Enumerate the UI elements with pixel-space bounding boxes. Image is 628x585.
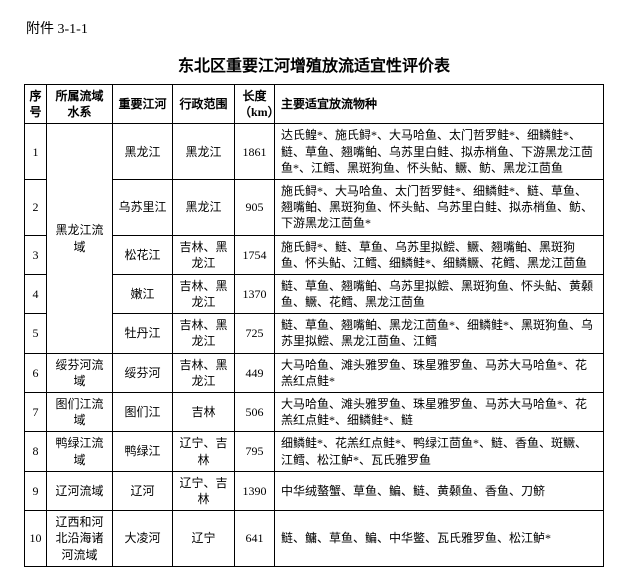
cell-admin: 吉林、黑龙江: [173, 235, 235, 274]
cell-basin: 辽西和河北沿海诸河流域: [47, 511, 113, 567]
cell-river: 绥芬河: [113, 353, 173, 392]
cell-length: 641: [235, 511, 275, 567]
cell-species: 鲢、草鱼、翘嘴鲌、乌苏里拟鲿、黑斑狗鱼、怀头鲇、黄颡鱼、鳜、花鳕、黑龙江茴鱼: [275, 274, 604, 313]
cell-species: 达氏鳇*、施氏鲟*、大马哈鱼、太门哲罗鲑*、细鳞鲑*、鲢、草鱼、翘嘴鲌、乌苏里白…: [275, 124, 604, 180]
cell-length: 449: [235, 353, 275, 392]
cell-length: 795: [235, 432, 275, 471]
cell-species: 大马哈鱼、滩头雅罗鱼、珠星雅罗鱼、马苏大马哈鱼*、花羔红点鲑*: [275, 353, 604, 392]
cell-species: 中华绒螯蟹、草鱼、鳊、鲢、黄颡鱼、香鱼、刀鲚: [275, 471, 604, 510]
cell-seq: 8: [25, 432, 47, 471]
cell-admin: 辽宁、吉林: [173, 471, 235, 510]
cell-river: 松花江: [113, 235, 173, 274]
cell-species: 鲢、草鱼、翘嘴鲌、黑龙江茴鱼*、细鳞鲑*、黑斑狗鱼、乌苏里拟鲿、黑龙江茴鱼、江鳕: [275, 314, 604, 353]
cell-river: 辽河: [113, 471, 173, 510]
col-len: 长度（km）: [235, 85, 275, 124]
cell-admin: 吉林、黑龙江: [173, 274, 235, 313]
cell-seq: 7: [25, 393, 47, 432]
col-river: 重要江河: [113, 85, 173, 124]
table-row: 1 黑龙江流域 黑龙江 黑龙江 1861 达氏鳇*、施氏鲟*、大马哈鱼、太门哲罗…: [25, 124, 604, 180]
cell-seq: 4: [25, 274, 47, 313]
cell-seq: 10: [25, 511, 47, 567]
cell-species: 施氏鲟*、鲢、草鱼、乌苏里拟鲿、鳜、翘嘴鲌、黑斑狗鱼、怀头鲇、江鳕、细鳞鲑*、细…: [275, 235, 604, 274]
cell-admin: 吉林、黑龙江: [173, 314, 235, 353]
cell-seq: 9: [25, 471, 47, 510]
col-spec: 主要适宜放流物种: [275, 85, 604, 124]
cell-admin: 吉林: [173, 393, 235, 432]
table-row: 7 图们江流域 图们江 吉林 506 大马哈鱼、滩头雅罗鱼、珠星雅罗鱼、马苏大马…: [25, 393, 604, 432]
cell-river: 鸭绿江: [113, 432, 173, 471]
page-title: 东北区重要江河增殖放流适宜性评价表: [24, 52, 604, 76]
cell-length: 1370: [235, 274, 275, 313]
cell-river: 乌苏里江: [113, 179, 173, 235]
col-admin: 行政范围: [173, 85, 235, 124]
cell-species: 施氏鲟*、大马哈鱼、太门哲罗鲑*、细鳞鲑*、鲢、草鱼、翘嘴鲌、黑斑狗鱼、怀头鲇、…: [275, 179, 604, 235]
cell-seq: 2: [25, 179, 47, 235]
cell-seq: 1: [25, 124, 47, 180]
cell-basin: 辽河流域: [47, 471, 113, 510]
cell-seq: 6: [25, 353, 47, 392]
cell-basin: 鸭绿江流域: [47, 432, 113, 471]
cell-species: 鲢、鳙、草鱼、鳊、中华鳖、瓦氏雅罗鱼、松江鲈*: [275, 511, 604, 567]
cell-river: 大凌河: [113, 511, 173, 567]
cell-river: 图们江: [113, 393, 173, 432]
cell-admin: 吉林、黑龙江: [173, 353, 235, 392]
cell-basin: 黑龙江流域: [47, 124, 113, 353]
cell-basin: 图们江流域: [47, 393, 113, 432]
cell-length: 506: [235, 393, 275, 432]
cell-length: 905: [235, 179, 275, 235]
cell-admin: 黑龙江: [173, 179, 235, 235]
cell-seq: 5: [25, 314, 47, 353]
table-row: 6 绥芬河流域 绥芬河 吉林、黑龙江 449 大马哈鱼、滩头雅罗鱼、珠星雅罗鱼、…: [25, 353, 604, 392]
table-header-row: 序号 所属流域水系 重要江河 行政范围 长度（km） 主要适宜放流物种: [25, 85, 604, 124]
col-seq: 序号: [25, 85, 47, 124]
cell-length: 725: [235, 314, 275, 353]
cell-length: 1390: [235, 471, 275, 510]
cell-river: 黑龙江: [113, 124, 173, 180]
cell-species: 细鳞鲑*、花羔红点鲑*、鸭绿江茴鱼*、鲢、香鱼、斑鳜、江鳕、松江鲈*、瓦氏雅罗鱼: [275, 432, 604, 471]
table-row: 10 辽西和河北沿海诸河流域 大凌河 辽宁 641 鲢、鳙、草鱼、鳊、中华鳖、瓦…: [25, 511, 604, 567]
attachment-label: 附件 3-1-1: [26, 18, 604, 38]
evaluation-table: 序号 所属流域水系 重要江河 行政范围 长度（km） 主要适宜放流物种 1 黑龙…: [24, 84, 604, 567]
cell-admin: 辽宁、吉林: [173, 432, 235, 471]
cell-basin: 绥芬河流域: [47, 353, 113, 392]
cell-admin: 黑龙江: [173, 124, 235, 180]
cell-length: 1861: [235, 124, 275, 180]
col-basin: 所属流域水系: [47, 85, 113, 124]
table-row: 8 鸭绿江流域 鸭绿江 辽宁、吉林 795 细鳞鲑*、花羔红点鲑*、鸭绿江茴鱼*…: [25, 432, 604, 471]
table-row: 9 辽河流域 辽河 辽宁、吉林 1390 中华绒螯蟹、草鱼、鳊、鲢、黄颡鱼、香鱼…: [25, 471, 604, 510]
cell-length: 1754: [235, 235, 275, 274]
cell-river: 嫩江: [113, 274, 173, 313]
cell-admin: 辽宁: [173, 511, 235, 567]
cell-seq: 3: [25, 235, 47, 274]
cell-river: 牡丹江: [113, 314, 173, 353]
cell-species: 大马哈鱼、滩头雅罗鱼、珠星雅罗鱼、马苏大马哈鱼*、花羔红点鲑*、细鳞鲑*、鲢: [275, 393, 604, 432]
